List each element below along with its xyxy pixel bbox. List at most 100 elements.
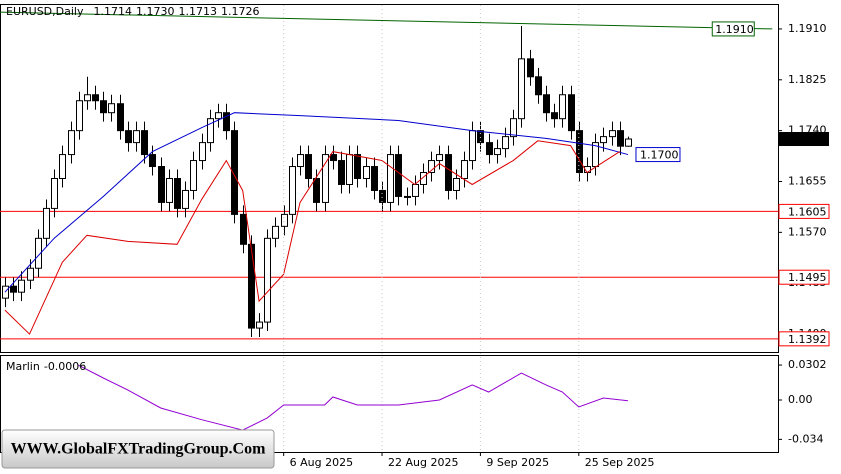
candle-body <box>543 94 550 114</box>
candle-body <box>76 100 83 132</box>
candle-body <box>609 130 616 138</box>
candle-body <box>182 189 189 209</box>
candle-body <box>486 142 493 156</box>
candle-body <box>207 118 214 144</box>
candle-body <box>223 112 230 132</box>
current-price-label: 1.1726 <box>788 133 827 146</box>
candle-body <box>125 130 132 144</box>
candle-body <box>256 321 263 329</box>
candle-body <box>576 130 583 174</box>
candle-body <box>51 178 58 209</box>
y-tick-label: 1.1655 <box>788 174 827 187</box>
candle-body <box>240 213 247 245</box>
price-tag <box>635 147 681 163</box>
candle-body <box>379 189 386 203</box>
level-tag-label: 1.1605 <box>788 205 827 218</box>
candle-body <box>313 178 320 203</box>
candle-body <box>453 178 460 191</box>
candle-body <box>363 166 370 180</box>
candle-body <box>600 136 607 144</box>
level-tag <box>778 269 830 285</box>
ohlc-label: 1.1714 <box>93 5 132 18</box>
candle-body <box>510 118 517 138</box>
candle-body <box>371 166 378 191</box>
candle-body <box>158 166 165 203</box>
ohlc-label: 1.1726 <box>221 5 260 18</box>
y-tick-label: 0.00 <box>788 393 813 406</box>
indicator-line <box>4 112 629 293</box>
price-tag-label: 1.1910 <box>715 23 754 36</box>
y-tick-label: -0.034 <box>788 432 823 445</box>
candle-body <box>264 237 271 323</box>
candle-body <box>117 103 124 132</box>
candle-body <box>281 213 288 227</box>
x-tick-label: 25 Sep 2025 <box>585 456 655 469</box>
x-tick-label: 22 Aug 2025 <box>388 456 458 469</box>
level-tag <box>778 203 830 219</box>
y-tick-label: 1.1910 <box>788 22 827 35</box>
indicator-pane <box>0 355 779 453</box>
candle-body <box>108 103 115 114</box>
ohlc-label: 1.1730 <box>136 5 175 18</box>
candle-body <box>272 225 279 239</box>
candle-body <box>289 166 296 215</box>
candle-body <box>27 267 34 281</box>
level-tag-label: 1.1495 <box>788 271 827 284</box>
candle-body <box>551 112 558 120</box>
candle-body <box>559 94 566 120</box>
y-tick-label: 1.1570 <box>788 225 827 238</box>
price-tag <box>711 21 755 37</box>
indicator-name: Marlin <box>6 360 40 373</box>
trendline <box>0 11 773 30</box>
candle-body <box>387 154 394 203</box>
chart-header: EURUSD,Daily 1.1714 1.1730 1.1713 1.1726 <box>6 5 259 18</box>
candle-body <box>338 160 345 185</box>
candle-body <box>527 58 534 78</box>
candle-body <box>141 130 148 156</box>
candle-body <box>330 154 337 162</box>
main-pane <box>0 4 779 353</box>
candle-body <box>10 285 17 293</box>
candle-body <box>436 154 443 162</box>
candle-body <box>297 154 304 168</box>
candle-body <box>305 154 312 180</box>
candle-body <box>322 154 329 203</box>
candle-body <box>68 130 75 156</box>
y-tick-label: 0.0302 <box>788 358 827 371</box>
candle-body <box>35 237 42 269</box>
candle-body <box>535 76 542 96</box>
candle-body <box>346 154 353 185</box>
candle-body <box>568 94 575 132</box>
candle-body <box>477 130 484 144</box>
ohlc-label: 1.1713 <box>178 5 217 18</box>
current-price-tag <box>779 132 829 147</box>
candle-body <box>149 154 156 168</box>
level-tag <box>778 331 830 347</box>
indicator-header: Marlin -0.0006 <box>6 360 86 373</box>
candle-body <box>625 138 632 147</box>
candle-body <box>133 130 140 144</box>
x-tick-label: 9 Sep 2025 <box>486 456 549 469</box>
candle-body <box>100 100 107 114</box>
candle-body <box>428 160 435 174</box>
indicator-line <box>4 140 621 335</box>
candle-body <box>469 130 476 162</box>
y-tick-label: 1.1825 <box>788 73 827 86</box>
candle-body <box>199 142 206 162</box>
candle-body <box>43 207 50 239</box>
indicator-line <box>78 364 629 431</box>
candle-body <box>461 160 468 180</box>
watermark: WWW.GlobalFXTradingGroup.Com <box>11 441 267 458</box>
candle-body <box>215 112 222 120</box>
candle-body <box>412 183 419 197</box>
candle-body <box>18 279 25 293</box>
candle-body <box>518 58 525 120</box>
candle-body <box>617 130 624 147</box>
candle-body <box>404 195 411 198</box>
x-tick-label: 6 Aug 2025 <box>290 456 353 469</box>
candle-body <box>502 136 509 150</box>
candle-body <box>445 154 452 191</box>
candle-body <box>84 94 91 102</box>
price-tag-label: 1.1700 <box>640 149 679 162</box>
